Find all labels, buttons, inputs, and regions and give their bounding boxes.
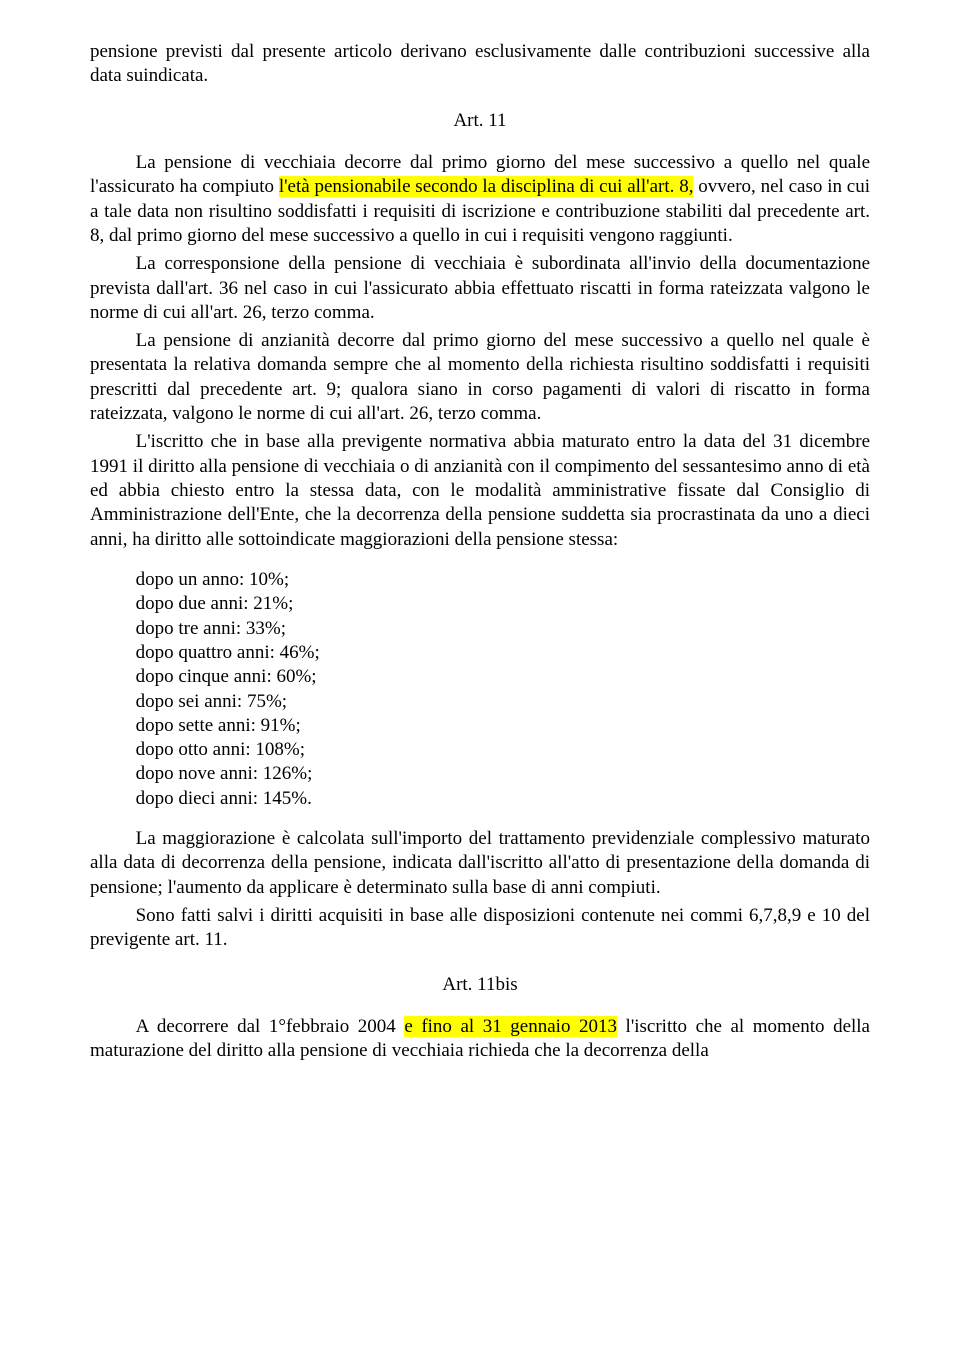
intro-paragraph: pensione previsti dal presente articolo …	[90, 40, 870, 89]
art11bis-heading: Art. 11bis	[90, 973, 870, 997]
art11-p2: La corresponsione della pensione di vecc…	[90, 252, 870, 325]
art11-heading: Art. 11	[90, 109, 870, 133]
list-item: dopo dieci anni: 145%.	[90, 787, 870, 811]
list-item: dopo sei anni: 75%;	[90, 690, 870, 714]
art11bis-p1-pre: A decorrere dal 1°febbraio 2004	[136, 1016, 405, 1037]
list-item: dopo nove anni: 126%;	[90, 762, 870, 786]
list-item: dopo sette anni: 91%;	[90, 714, 870, 738]
list-item: dopo un anno: 10%;	[90, 568, 870, 592]
art11-p6: Sono fatti salvi i diritti acquisiti in …	[90, 904, 870, 953]
list-item: dopo otto anni: 108%;	[90, 738, 870, 762]
art11bis-p1: A decorrere dal 1°febbraio 2004 e fino a…	[90, 1015, 870, 1064]
art11-p4: L'iscritto che in base alla previgente n…	[90, 430, 870, 552]
art11-p5: La maggiorazione è calcolata sull'import…	[90, 827, 870, 900]
art11bis-p1-highlight: e fino al 31 gennaio 2013	[404, 1016, 617, 1037]
list-item: dopo tre anni: 33%;	[90, 617, 870, 641]
list-item: dopo due anni: 21%;	[90, 592, 870, 616]
list-item: dopo quattro anni: 46%;	[90, 641, 870, 665]
maggiorazioni-list: dopo un anno: 10%; dopo due anni: 21%; d…	[90, 568, 870, 811]
document-page: pensione previsti dal presente articolo …	[0, 0, 960, 1356]
art11-p3: La pensione di anzianità decorre dal pri…	[90, 329, 870, 426]
list-item: dopo cinque anni: 60%;	[90, 665, 870, 689]
art11-p1-highlight: l'età pensionabile secondo la disciplina…	[279, 176, 694, 197]
art11-p1: La pensione di vecchiaia decorre dal pri…	[90, 151, 870, 248]
